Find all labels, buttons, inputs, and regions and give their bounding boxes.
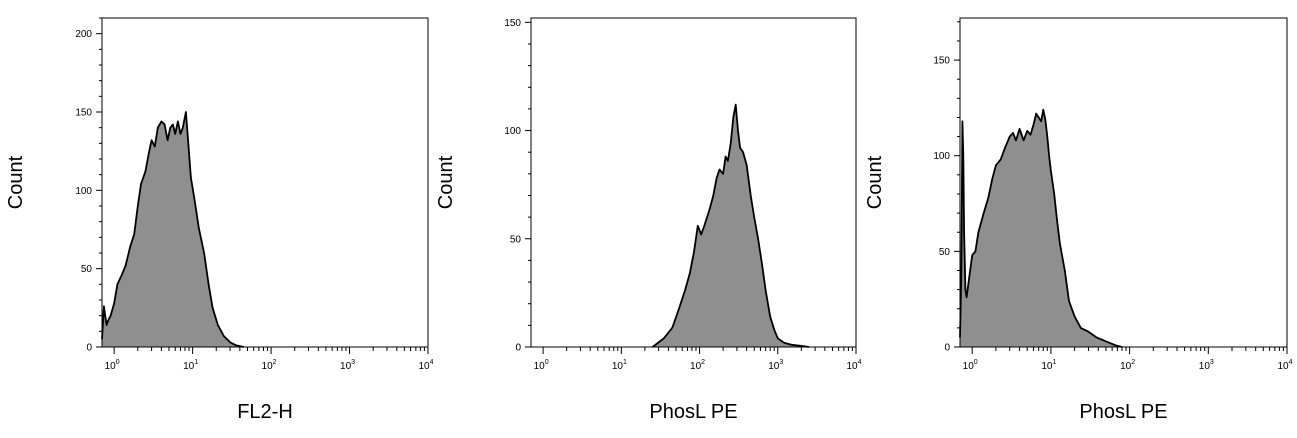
x-axis-label: FL2-H [237, 401, 293, 423]
y-tick-label: 0 [944, 343, 950, 354]
y-axis-label: Count [864, 155, 886, 209]
y-tick-label: 0 [515, 343, 521, 354]
histogram-panel-2: 0 50 100 150 100 101 102 103 104 PhosL PE Count [435, 17, 862, 423]
y-tick-label: 150 [933, 56, 950, 67]
plot-frame [101, 17, 429, 348]
y-axis-label: Count [435, 155, 457, 209]
histogram-panel-1: 0 50 100 150 200 100 101 102 103 104 FL2-H Count [5, 17, 434, 423]
histogram-panel-3: 0 50 100 150 100 101 102 103 104 PhosL PE Count [864, 17, 1293, 423]
x-tick-label: 100 [963, 359, 978, 372]
histogram-fill-2 [652, 104, 809, 347]
x-tick-label: 100 [105, 359, 120, 372]
x-tick-label: 100 [534, 359, 549, 372]
x-tick-label: 101 [1041, 359, 1056, 372]
y-axis-label: Count [5, 155, 27, 209]
histogram-fill-3 [960, 109, 1122, 347]
histogram-outline-1 [101, 111, 245, 348]
x-tick-label: 103 [1199, 359, 1214, 372]
y-tick-label: 150 [504, 18, 521, 29]
y-tick-label: 50 [81, 264, 93, 275]
plot-frame [530, 17, 857, 348]
y-tick-label: 150 [75, 108, 92, 119]
y-tick-label: 50 [510, 234, 522, 245]
histogram-fill-1 [102, 112, 244, 347]
x-tick-label: 103 [340, 359, 355, 372]
x-tick-label: 102 [690, 359, 705, 372]
x-axis-label: PhosL PE [1079, 401, 1167, 423]
x-tick-label: 103 [768, 359, 783, 372]
x-tick-label: 104 [846, 359, 861, 372]
y-tick-label: 50 [939, 247, 951, 258]
y-tick-label: 0 [86, 343, 92, 354]
y-tick-label: 200 [75, 29, 92, 40]
y-tick-label: 100 [933, 151, 950, 162]
histogram-outline-2 [651, 103, 810, 348]
y-tick-label: 100 [504, 126, 521, 137]
x-tick-label: 104 [418, 359, 433, 372]
x-tick-label: 101 [183, 359, 198, 372]
x-tick-label: 102 [1120, 359, 1135, 372]
histogram-outline-3 [959, 108, 1123, 348]
x-tick-label: 101 [612, 359, 627, 372]
x-tick-label: 102 [262, 359, 277, 372]
x-tick-label: 104 [1277, 359, 1292, 372]
x-axis-label: PhosL PE [649, 401, 737, 423]
plot-frame [959, 17, 1288, 348]
y-tick-label: 100 [75, 186, 92, 197]
